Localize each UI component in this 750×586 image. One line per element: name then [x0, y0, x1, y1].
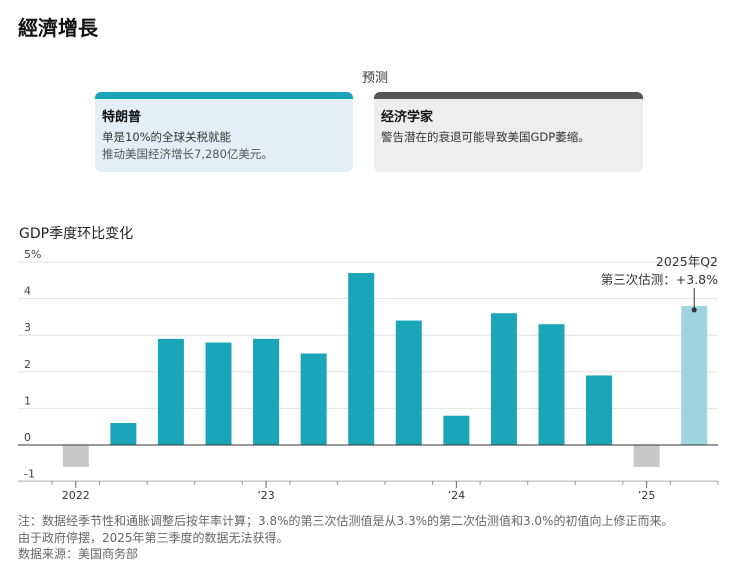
card-accent-bar [374, 92, 643, 99]
economist-forecast-card: 经济学家 警告潜在的衰退可能导致美国GDP萎缩。 [374, 92, 643, 172]
bar [157, 338, 184, 445]
bar [300, 353, 327, 445]
annotation-label: 第三次估测：+3.8% [601, 272, 718, 287]
annotation-dot [691, 307, 697, 313]
y-tick-label: 1 [24, 394, 31, 407]
bar [681, 305, 708, 445]
y-tick-label: 5% [24, 248, 41, 261]
y-tick-label: 2 [24, 358, 31, 371]
note-line: 注：数据经季节性和通胀调整后按年率计算；3.8%的第三次估测值是从3.3%的第二… [18, 514, 674, 528]
card-line: 推动美国经济增长7,280亿美元。 [102, 147, 273, 161]
bar [62, 445, 89, 467]
source-line: 数据来源：美国商务部 [18, 547, 139, 561]
card-line: 警告潜在的衰退可能导致美国GDP萎缩。 [381, 130, 590, 144]
y-tick-label: -1 [24, 468, 35, 481]
x-tick-label: ’25 [638, 489, 656, 502]
trump-forecast-card: 特朗普 单是10%的全球关税就能 推动美国经济增长7,280亿美元。 [95, 92, 353, 172]
card-name: 经济学家 [381, 110, 434, 125]
x-tick-label: ’23 [257, 489, 275, 502]
chart-notes: 注：数据经季节性和通胀调整后按年率计算；3.8%的第三次估测值是从3.3%的第二… [18, 513, 673, 563]
card-line: 单是10%的全球关税就能 [102, 130, 232, 144]
card-accent-bar [95, 92, 353, 99]
y-tick-label: 4 [24, 285, 31, 298]
card-name: 特朗普 [102, 110, 142, 125]
x-tick-label: 2022 [62, 489, 90, 502]
annotation-label: 2025年Q2 [656, 254, 718, 269]
bar [538, 324, 565, 445]
y-tick-label: 0 [24, 431, 31, 444]
forecast-header: 预测 [361, 71, 388, 86]
bar [110, 423, 137, 445]
bar [348, 272, 375, 445]
y-tick-label: 3 [24, 321, 31, 334]
chart-title: GDP季度环比变化 [19, 226, 134, 242]
bar [490, 313, 517, 445]
bar [205, 342, 232, 445]
page-title: 經濟增長 [18, 16, 98, 40]
bar [633, 445, 660, 467]
bar [443, 415, 470, 445]
note-line: 由于政府停摆，2025年第三季度的数据无法获得。 [18, 530, 289, 545]
bar [253, 338, 280, 445]
bar [395, 320, 422, 445]
x-tick-label: ’24 [448, 489, 466, 502]
bar [586, 375, 613, 445]
